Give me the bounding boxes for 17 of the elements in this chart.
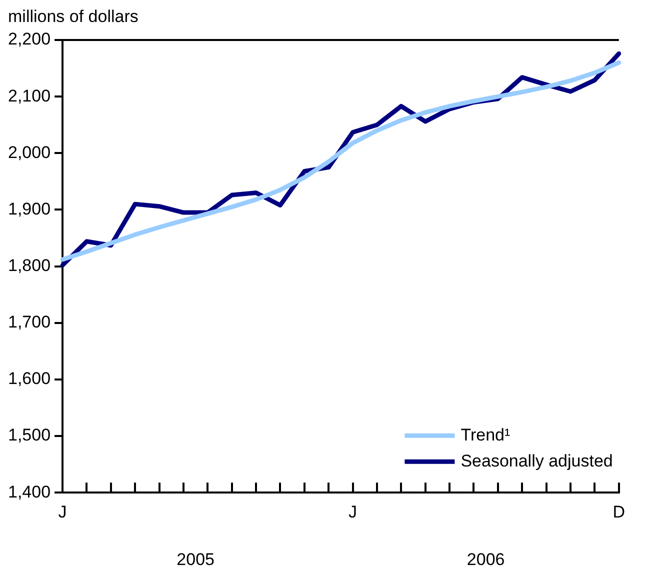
y-axis-title: millions of dollars <box>8 7 138 26</box>
y-tick-label: 2,200 <box>8 30 51 49</box>
y-tick-label: 1,700 <box>8 312 51 332</box>
legend-label: Trend¹ <box>460 425 510 444</box>
text: 2006 <box>466 550 505 569</box>
y-tick-label: 1,400 <box>8 482 51 502</box>
y-tick-label: 1,900 <box>8 199 51 218</box>
x-tick-label: D <box>612 502 625 522</box>
y-tick-label: 1,600 <box>8 369 51 388</box>
y-tick-label: 1,800 <box>8 256 51 275</box>
y-tick-label: 2,100 <box>8 86 51 106</box>
legend-label: Seasonally adjusted <box>460 451 613 470</box>
x-tick-label: J <box>348 502 358 522</box>
y-tick-label: 2,000 <box>8 142 51 162</box>
y-tick-label: 1,500 <box>8 426 51 445</box>
text: 2005 <box>176 550 214 569</box>
x-tick-label: J <box>58 502 67 522</box>
